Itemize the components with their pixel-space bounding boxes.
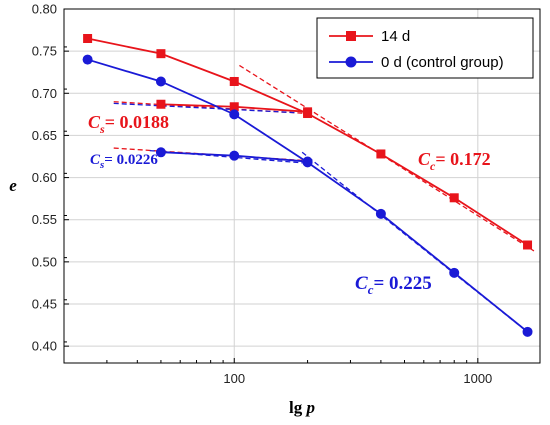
data-point-14d <box>83 34 93 43</box>
axis-ticks: 0.40 0.45 0.50 0.55 0.60 0.65 0.70 0.75 0.80 100 1… <box>32 2 493 387</box>
y-tick-label: 0.80 <box>32 2 57 17</box>
series-line-0d <box>87 58 529 333</box>
y-tick-label: 0.75 <box>32 44 57 59</box>
data-point-0d <box>302 156 313 167</box>
fit-line <box>239 64 535 252</box>
fit-line <box>113 102 297 114</box>
plot-frame <box>63 8 541 364</box>
y-tick-label: 0.60 <box>32 170 57 185</box>
data-point-14d <box>376 149 386 159</box>
y-axis-title: e <box>9 176 17 195</box>
legend-marker-14d <box>346 31 356 41</box>
y-tick-label: 0.45 <box>32 297 57 312</box>
annotation-cs-0d: Cs= 0.0226 <box>90 152 158 171</box>
data-point-0d <box>522 326 533 337</box>
annotation-cs-14d: Cs= 0.0188 <box>88 112 169 136</box>
series-layer <box>82 34 533 337</box>
y-tick-label: 0.55 <box>32 212 57 227</box>
data-point-0d <box>229 150 240 161</box>
annotation-cc-14d: Cc= 0.172 <box>418 149 491 173</box>
legend-box <box>316 17 534 79</box>
data-point-14d <box>156 49 166 59</box>
x-tick-label: 100 <box>223 371 245 386</box>
legend: 14 d 0 d (control group) <box>316 17 534 79</box>
legend-marker-0d <box>345 56 357 68</box>
data-point-14d <box>229 76 239 86</box>
x-tick-label: 1000 <box>463 371 492 386</box>
data-point-0d <box>229 109 240 120</box>
data-point-14d <box>229 102 239 112</box>
data-point-0d <box>82 54 93 65</box>
y-tick-label: 0.70 <box>32 86 57 101</box>
data-point-0d <box>375 208 386 219</box>
legend-label-14d: 14 d <box>381 28 410 45</box>
legend-label-0d: 0 d (control group) <box>381 54 504 71</box>
data-point-0d <box>155 147 166 158</box>
y-tick-label: 0.65 <box>32 128 57 143</box>
y-tick-label: 0.50 <box>32 254 57 269</box>
data-point-14d <box>303 107 313 117</box>
data-point-14d <box>523 240 533 250</box>
y-tick-label: 0.40 <box>32 339 57 354</box>
data-point-0d <box>449 267 460 278</box>
data-point-14d <box>156 99 166 109</box>
annotation-cc-0d: Cc= 0.225 <box>355 273 432 297</box>
data-point-0d <box>155 76 166 87</box>
data-point-14d <box>449 193 459 203</box>
x-axis-title: lg p <box>289 398 315 417</box>
